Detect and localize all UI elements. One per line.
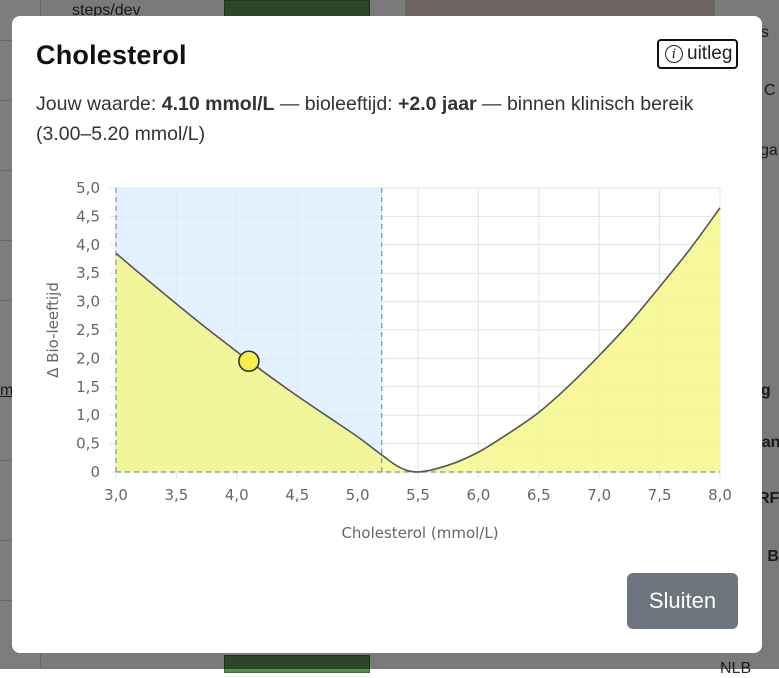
x-tick-label: 7,5 xyxy=(648,486,672,504)
y-tick-label: 0 xyxy=(90,463,100,481)
x-tick-label: 3,0 xyxy=(104,486,128,504)
x-axis-label: Cholesterol (mmol/L) xyxy=(341,524,498,542)
curve-fill-area xyxy=(116,207,720,472)
y-tick-label: 0,5 xyxy=(76,435,100,453)
value-summary: Jouw waarde: 4.10 mmol/L — bioleeftijd: … xyxy=(36,89,736,149)
y-tick-label: 4,5 xyxy=(76,207,100,225)
summary-mid: — bioleeftijd: xyxy=(274,93,399,115)
y-tick-label: 1,0 xyxy=(76,406,100,424)
y-tick-label: 3,5 xyxy=(76,264,100,282)
current-value-marker xyxy=(238,350,260,373)
summary-prefix: Jouw waarde: xyxy=(36,93,162,115)
x-axis-ticks: 3,0 3,5 4,0 4,5 5,0 5,5 6,0 6,5 7,0 7,5 8,0 xyxy=(104,486,732,504)
y-tick-label: 2,0 xyxy=(76,349,100,367)
summary-bio-age: +2.0 jaar xyxy=(398,93,477,115)
modal-title: Cholesterol xyxy=(36,40,187,70)
x-tick-label: 4,0 xyxy=(225,486,249,504)
x-tick-label: 8,0 xyxy=(708,486,732,504)
explanation-button[interactable]: i uitleg xyxy=(657,39,739,69)
y-tick-label: 2,5 xyxy=(76,321,100,339)
x-tick-label: 5,0 xyxy=(346,486,370,504)
curve-line xyxy=(115,207,721,473)
explanation-label: uitleg xyxy=(687,43,733,64)
summary-suffix: — binnen klinisch bereik (3.00–5.20 mmol… xyxy=(36,93,694,145)
y-tick-label: 5,0 xyxy=(76,179,100,197)
x-tick-label: 4,5 xyxy=(285,486,309,504)
y-axis-label: Δ Bio-leeftijd xyxy=(44,282,62,378)
cholesterol-chart: 3,0 3,5 4,0 4,5 5,0 5,5 6,0 6,5 7,0 7,5 8,0 0 0,5 1,… xyxy=(44,179,732,542)
y-axis-ticks: 0 0,5 1,0 1,5 2,0 2,5 3,0 3,5 4,0 4,5 5,0 xyxy=(76,179,100,481)
cholesterol-modal: Cholesterol i uitleg Jouw waarde: 4.10 m… xyxy=(12,16,762,653)
x-tick-label: 5,5 xyxy=(406,486,430,504)
close-button[interactable]: Sluiten xyxy=(627,573,738,629)
info-circle-icon: i xyxy=(665,45,683,63)
x-tick-label: 3,5 xyxy=(164,486,188,504)
y-tick-label: 3,0 xyxy=(76,293,100,311)
x-tick-label: 7,0 xyxy=(587,486,611,504)
x-tick-label: 6,5 xyxy=(527,486,551,504)
y-tick-label: 4,0 xyxy=(76,236,100,254)
summary-value: 4.10 mmol/L xyxy=(161,93,275,115)
x-tick-label: 6,0 xyxy=(466,486,490,504)
y-tick-label: 1,5 xyxy=(76,378,100,396)
